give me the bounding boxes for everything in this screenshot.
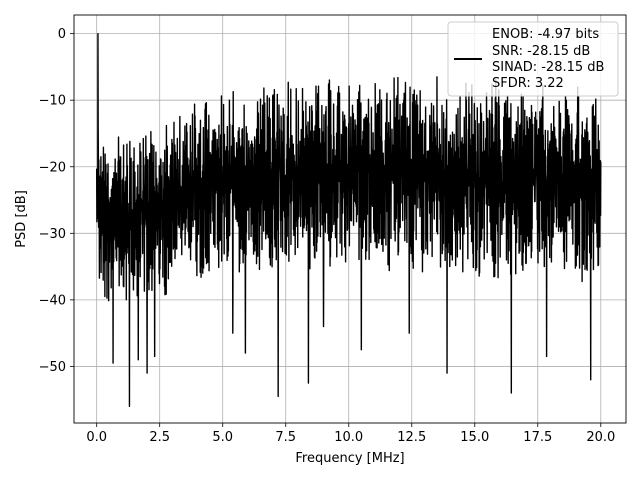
y-axis-label: PSD [dB]	[14, 190, 29, 248]
legend-line-sinad: SINAD: -28.15 dB	[492, 60, 604, 75]
y-tick-label: −10	[39, 94, 66, 109]
legend-line-enob: ENOB: -4.97 bits	[492, 27, 599, 42]
x-tick-label: 20.0	[586, 430, 615, 445]
y-tick-label: −50	[39, 360, 66, 375]
x-tick-label: 7.5	[275, 430, 296, 445]
y-tick-label: −20	[39, 160, 66, 175]
legend-line-snr: SNR: -28.15 dB	[492, 44, 590, 59]
y-tick-label: 0	[58, 27, 66, 42]
y-tick-label: −40	[39, 293, 66, 308]
y-tick-label: −30	[39, 227, 66, 242]
series-layer	[95, 32, 602, 408]
plot-frame	[73, 14, 627, 424]
x-tick-label: 15.0	[460, 430, 489, 445]
x-tick-label: 17.5	[523, 430, 552, 445]
x-tick-label: 10.0	[334, 430, 363, 445]
legend-line-sfdr: SFDR: 3.22	[492, 76, 564, 91]
legend: ENOB: -4.97 bits SNR: -28.15 dB SINAD: -…	[447, 21, 619, 97]
ticks: 0.0 2.5 5.0 7.5 10.0 12.5 15.0 17.5 20.0 0 −10 −20 −…	[39, 27, 616, 445]
psd-series-line	[95, 32, 602, 408]
x-tick-label: 2.5	[149, 430, 170, 445]
x-tick-label: 5.0	[212, 430, 233, 445]
x-tick-label: 0.0	[86, 430, 107, 445]
x-tick-label: 12.5	[397, 430, 426, 445]
x-axis-label: Frequency [MHz]	[295, 451, 404, 466]
legend-box	[447, 21, 619, 97]
